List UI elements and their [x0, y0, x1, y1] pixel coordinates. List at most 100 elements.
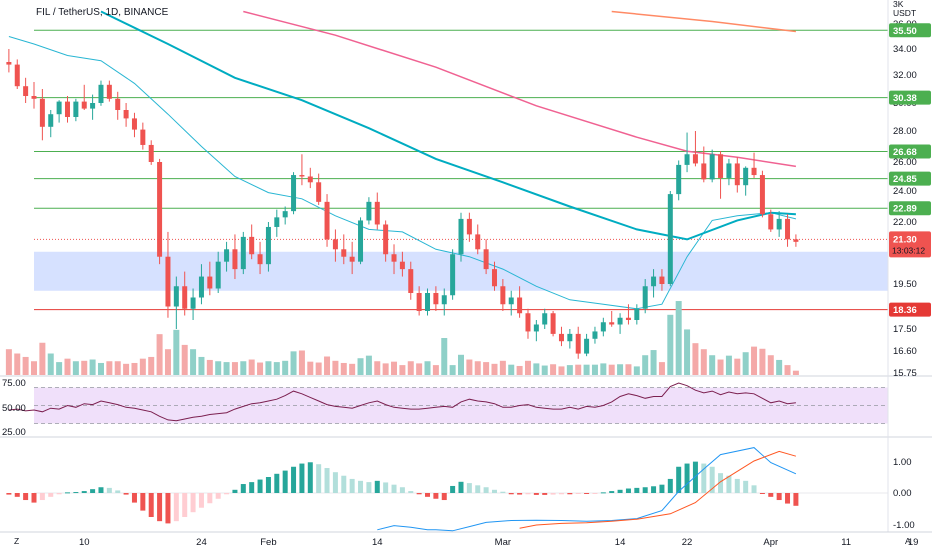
macd-histogram-bar: [173, 493, 179, 522]
price-tick-label: 24.00: [893, 186, 917, 197]
macd-histogram-bar: [416, 493, 422, 495]
macd-histogram-bar: [274, 473, 280, 493]
time-tick-label: 24: [196, 537, 207, 548]
candle-body: [701, 163, 707, 180]
macd-histogram-bar: [692, 461, 698, 493]
auto-scale-toggle[interactable]: A: [905, 536, 911, 546]
volume-bar: [231, 362, 238, 375]
candle-body: [600, 322, 606, 332]
macd-histogram-bar: [31, 493, 37, 503]
level-tag-label: 26.68: [893, 147, 917, 158]
volume-bar: [658, 362, 665, 375]
candle-body: [90, 103, 96, 109]
volume-bar: [5, 349, 12, 375]
candle-body: [73, 101, 79, 117]
level-tag: [889, 144, 931, 159]
candle-body: [31, 96, 37, 99]
macd-histogram-bar: [257, 479, 263, 493]
volume-bar: [432, 365, 439, 375]
candle-body: [793, 239, 799, 242]
candle-body: [718, 154, 724, 178]
volume-bar: [734, 358, 741, 375]
macd-histogram-bar: [776, 493, 782, 501]
macd-histogram-bar: [374, 480, 380, 493]
candle-body: [48, 114, 54, 127]
volume-bar: [56, 362, 63, 375]
volume-bar: [700, 349, 707, 375]
candle-body: [759, 175, 765, 215]
volume-bar: [39, 342, 46, 375]
macd-histogram-bar: [533, 493, 539, 495]
volume-bar: [81, 360, 88, 375]
volume-bars-layer: [5, 301, 799, 375]
macd-histogram-bar: [550, 493, 556, 495]
macd-histogram-bar: [458, 481, 464, 493]
macd-histogram-bar: [324, 468, 330, 493]
volume-bar: [391, 361, 398, 375]
candle-body: [676, 164, 682, 195]
macd-histogram-bar: [299, 463, 305, 493]
volume-bar: [64, 358, 71, 375]
candle-body: [106, 84, 112, 99]
candle-body: [659, 276, 665, 284]
macd-histogram-bar: [466, 483, 472, 493]
candles-layer: [6, 49, 799, 359]
macd-histogram-bar: [642, 487, 648, 493]
macd-tick-label: 1.00: [893, 457, 912, 468]
volume-bar: [89, 359, 96, 375]
rsi-tick-label: 25.00: [2, 427, 26, 438]
quote-unit: USDT: [893, 8, 916, 18]
macd-histogram-bar: [291, 466, 297, 493]
volume-bar: [608, 364, 615, 375]
candle-body: [115, 98, 121, 110]
volume-bar: [332, 360, 339, 375]
candle-body: [651, 276, 657, 287]
volume-bar: [650, 350, 657, 375]
candle-body: [383, 224, 389, 255]
macd-histogram-bar: [56, 493, 62, 495]
candle-body: [592, 331, 598, 339]
volume-bar: [625, 364, 632, 375]
candle-body: [709, 154, 715, 180]
timezone-mark[interactable]: Z: [14, 536, 19, 546]
volume-bar: [223, 362, 230, 375]
candle-body: [358, 220, 364, 262]
candle-body: [416, 293, 422, 311]
candle-body: [508, 297, 514, 305]
volume-bar: [257, 362, 264, 375]
candle-body: [39, 98, 45, 127]
candle-body: [533, 324, 539, 332]
volume-bar: [541, 365, 548, 375]
candle-body: [366, 201, 372, 221]
time-tick-label: 10: [79, 537, 90, 548]
candle-body: [584, 338, 590, 354]
candle-body: [441, 295, 447, 305]
price-tick-label: 19.50: [893, 279, 917, 290]
volume-bar: [667, 314, 674, 375]
volume-bar: [374, 361, 381, 375]
macd-histogram-bar: [48, 493, 54, 497]
volume-bar: [533, 363, 540, 375]
volume-bar: [583, 364, 590, 375]
candle-body: [215, 261, 221, 289]
level-tag-label: 30.38: [893, 93, 917, 104]
macd-histogram-bar: [73, 492, 79, 494]
volume-bar: [776, 359, 783, 375]
volume-bar: [307, 361, 314, 375]
moving-average-line: [243, 10, 797, 168]
candle-body: [458, 218, 464, 255]
candle-body: [667, 194, 673, 284]
candle-body: [182, 286, 188, 309]
volume-bar: [692, 343, 699, 375]
volume-bar: [106, 361, 113, 375]
volume-bar: [642, 355, 649, 375]
level-tag-label: 35.50: [893, 26, 917, 37]
volume-bar: [458, 354, 464, 375]
volume-bar: [550, 364, 557, 375]
volume-bar: [784, 365, 791, 375]
macd-histogram-bar: [165, 493, 171, 524]
volume-bar: [742, 352, 749, 375]
volume-bar: [340, 362, 347, 375]
candle-body: [785, 218, 791, 240]
price-tick-label: 15.75: [893, 368, 917, 379]
